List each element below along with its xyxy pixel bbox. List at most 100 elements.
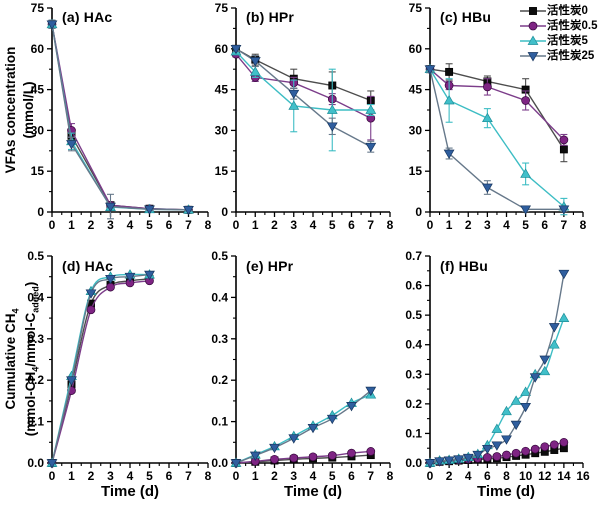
legend-item-ac25: 活性炭25 (519, 47, 598, 62)
svg-text:45: 45 (31, 83, 45, 97)
svg-text:0.3: 0.3 (211, 332, 228, 346)
svg-text:75: 75 (31, 1, 45, 15)
svg-text:8: 8 (580, 218, 587, 232)
svg-text:3: 3 (107, 469, 114, 483)
svg-text:3: 3 (107, 218, 114, 232)
svg-text:45: 45 (409, 83, 423, 97)
svg-text:6: 6 (348, 218, 355, 232)
legend-label: 活性炭5 (547, 34, 588, 47)
svg-text:60: 60 (31, 42, 45, 56)
svg-text:0: 0 (37, 205, 44, 219)
svg-text:7: 7 (367, 469, 374, 483)
svg-text:6: 6 (166, 218, 173, 232)
svg-text:0.4: 0.4 (211, 290, 228, 304)
series-ac25 (230, 44, 377, 153)
svg-text:5: 5 (522, 218, 529, 232)
svg-text:8: 8 (205, 218, 212, 232)
panel-a-title: (a) HAc (62, 9, 113, 25)
series-ac25 (46, 270, 155, 469)
svg-text:2: 2 (271, 218, 278, 232)
svg-text:0.5: 0.5 (211, 249, 228, 263)
legend-item-ac5: 活性炭5 (519, 32, 598, 47)
y-axis-label-bottom-line2: (mmol-CH4/mmol-Cadded) (23, 281, 41, 437)
series-ac5 (46, 269, 155, 467)
series-ac0 (48, 19, 193, 214)
legend-item-ac0: 活性炭0 (519, 2, 598, 17)
panel-f-chart: 0 2 4 6 8 10 12 14 16 0.0 0.1 0.2 0.3 0.4 0.5 0.6 0.7 (405, 249, 590, 483)
svg-text:0.4: 0.4 (405, 338, 422, 352)
svg-text:0: 0 (221, 205, 228, 219)
svg-text:0.2: 0.2 (405, 397, 422, 411)
svg-text:2: 2 (88, 469, 95, 483)
y-axis-label-top: VFAs concentration (mmol/L) (1, 5, 39, 215)
svg-text:2: 2 (465, 218, 472, 232)
svg-text:3: 3 (484, 218, 491, 232)
svg-text:3: 3 (290, 469, 297, 483)
series-ac5 (230, 46, 377, 152)
svg-text:1: 1 (68, 218, 75, 232)
svg-text:0: 0 (415, 205, 422, 219)
series-ac25 (46, 19, 194, 220)
svg-text:0.4: 0.4 (27, 290, 44, 304)
svg-text:8: 8 (387, 469, 394, 483)
svg-text:14: 14 (557, 469, 571, 483)
svg-text:2: 2 (88, 218, 95, 232)
series-ac05 (425, 64, 569, 146)
svg-text:6: 6 (348, 469, 355, 483)
series-ac25 (424, 269, 570, 469)
svg-text:4: 4 (465, 469, 472, 483)
svg-text:1: 1 (68, 469, 75, 483)
svg-text:0: 0 (233, 469, 240, 483)
svg-text:5: 5 (329, 469, 336, 483)
svg-text:8: 8 (205, 469, 212, 483)
legend-square-marker-icon (519, 4, 547, 16)
x-axis-label-f: Time (d) (476, 483, 536, 500)
svg-text:4: 4 (503, 218, 510, 232)
legend-item-ac05: 活性炭0.5 (519, 17, 598, 32)
svg-text:4: 4 (127, 218, 134, 232)
svg-text:6: 6 (484, 469, 491, 483)
svg-text:75: 75 (409, 1, 423, 15)
svg-text:2: 2 (446, 469, 453, 483)
svg-text:0.6: 0.6 (405, 279, 422, 293)
legend: 活性炭0 活性炭0.5 活性炭5 活性炭25 (519, 2, 598, 62)
svg-text:0: 0 (49, 218, 56, 232)
series-ac25 (424, 65, 570, 215)
legend-triangle-down-marker-icon (519, 49, 547, 61)
panel-b-title: (b) HPr (246, 9, 295, 25)
svg-text:5: 5 (146, 469, 153, 483)
series-ac25 (230, 386, 377, 469)
legend-triangle-up-marker-icon (519, 34, 547, 46)
panel-e-chart: 0 1 2 3 4 5 6 7 8 0.0 0.1 0.2 0.3 0.4 0.5 (211, 249, 393, 483)
svg-text:7: 7 (185, 218, 192, 232)
svg-text:1: 1 (252, 218, 259, 232)
svg-text:0: 0 (49, 469, 56, 483)
svg-text:0.7: 0.7 (405, 249, 422, 263)
svg-text:30: 30 (31, 123, 45, 137)
x-axis-label-e: Time (d) (283, 483, 343, 500)
svg-text:12: 12 (538, 469, 552, 483)
svg-text:0.3: 0.3 (405, 367, 422, 381)
svg-text:0.1: 0.1 (211, 415, 228, 429)
legend-circle-marker-icon (519, 19, 547, 31)
svg-text:0: 0 (427, 218, 434, 232)
svg-text:0.0: 0.0 (27, 456, 44, 470)
svg-text:0.5: 0.5 (405, 308, 422, 322)
series-ac05 (231, 49, 376, 141)
svg-text:0.0: 0.0 (405, 456, 422, 470)
svg-text:15: 15 (215, 164, 229, 178)
svg-text:45: 45 (215, 83, 229, 97)
svg-text:7: 7 (185, 469, 192, 483)
svg-text:30: 30 (409, 123, 423, 137)
svg-text:4: 4 (310, 218, 317, 232)
svg-text:0: 0 (427, 469, 434, 483)
svg-text:4: 4 (310, 469, 317, 483)
svg-text:0: 0 (233, 218, 240, 232)
svg-text:10: 10 (519, 469, 533, 483)
svg-text:15: 15 (31, 164, 45, 178)
legend-label: 活性炭25 (547, 49, 595, 62)
x-axis-label-d: Time (d) (100, 483, 160, 500)
